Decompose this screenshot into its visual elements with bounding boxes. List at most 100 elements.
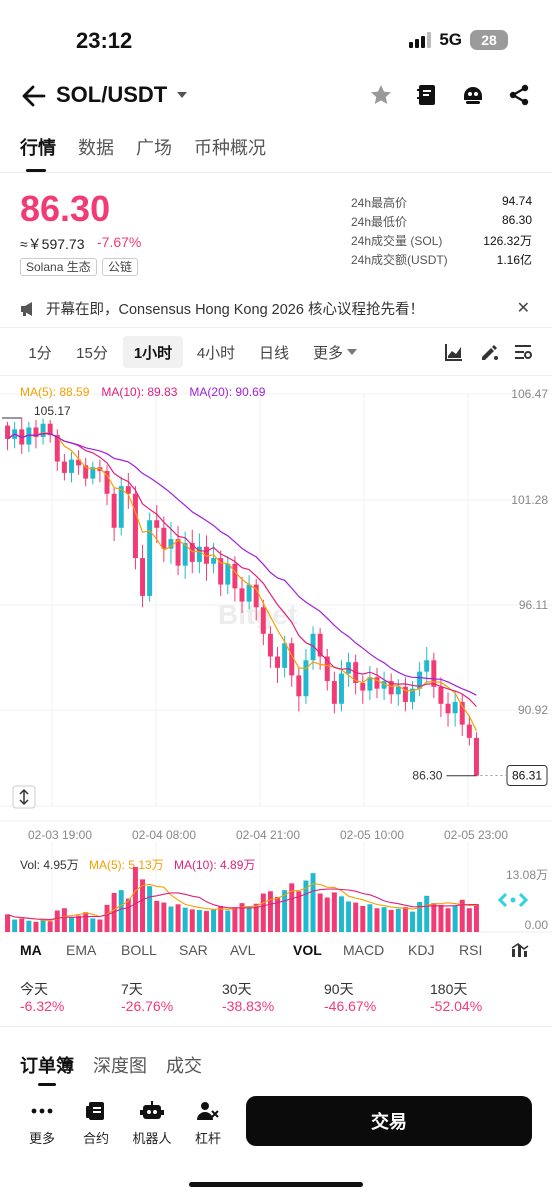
tag-chain[interactable]: 公链	[102, 258, 139, 276]
volume-bar	[132, 866, 138, 932]
chart-settings-icon[interactable]	[513, 342, 533, 362]
indicator-vol[interactable]: VOL	[293, 942, 322, 958]
volume-bar	[189, 909, 195, 932]
interval-more[interactable]: 更多	[308, 336, 362, 368]
volume-bar	[97, 919, 103, 932]
more-button[interactable]: 更多	[20, 1100, 64, 1147]
margin-button[interactable]: 杠杆	[186, 1100, 230, 1147]
indicator-macd[interactable]: MACD	[343, 942, 385, 958]
ma10-line	[7, 432, 477, 707]
tab-market[interactable]: 行情	[20, 134, 56, 172]
share-icon[interactable]	[506, 82, 532, 108]
indicator-sar[interactable]: SAR	[179, 942, 208, 958]
perf-label: 90天	[324, 981, 354, 997]
volume-bar	[83, 912, 89, 932]
candle-body	[218, 558, 224, 585]
candle-body	[140, 558, 146, 596]
chart-type-icon[interactable]	[444, 342, 464, 362]
candle-body	[147, 520, 153, 596]
volume-bar	[196, 909, 202, 932]
candle-body	[445, 703, 451, 714]
stat-value: 1.16亿	[496, 253, 532, 267]
tab-overview[interactable]: 币种概况	[194, 138, 266, 158]
chevron-down-icon	[177, 92, 188, 98]
volume-bar	[374, 908, 380, 932]
tab-orderbook[interactable]: 订单簿	[20, 1056, 74, 1076]
perf-value: -26.76%	[121, 998, 174, 1014]
pair-selector[interactable]: SOL/USDT	[56, 82, 188, 108]
candle-body	[402, 686, 408, 702]
scroll-latest-dot	[510, 897, 516, 903]
volume-bar	[289, 883, 295, 932]
interval-1m[interactable]: 1分	[28, 344, 52, 362]
stat-label: 24h最高价	[351, 196, 408, 210]
volume-bar	[410, 911, 415, 932]
tab-underline	[38, 1083, 56, 1086]
indicator-ema[interactable]: EMA	[66, 942, 97, 958]
indicator-ma[interactable]: MA	[20, 942, 42, 958]
divider	[0, 172, 552, 173]
volume-bar	[104, 904, 110, 932]
indicator-kdj[interactable]: KDJ	[408, 942, 435, 958]
perf-label: 今天	[20, 981, 48, 997]
star-icon[interactable]	[368, 82, 394, 108]
indicator-rsi[interactable]: RSI	[459, 942, 483, 958]
indicator-boll[interactable]: BOLL	[121, 942, 157, 958]
candle-body	[104, 471, 110, 494]
battery-icon: 28	[470, 30, 508, 50]
volume-bar	[218, 905, 224, 932]
draw-tool-icon[interactable]	[479, 342, 499, 362]
candle-body	[211, 558, 217, 564]
candle-body	[317, 633, 323, 657]
volume-bar	[118, 890, 124, 932]
vol-min-label: 0.00	[525, 918, 549, 932]
status-time: 23:12	[76, 28, 133, 53]
mascot-icon[interactable]	[460, 82, 486, 108]
bot-button[interactable]: 机器人	[130, 1100, 174, 1147]
home-indicator	[189, 1182, 363, 1187]
candle-body	[33, 427, 39, 437]
interval-1d[interactable]: 日线	[258, 344, 289, 362]
futures-button[interactable]: 合约	[74, 1100, 118, 1147]
x-tick-label: 02-05 10:00	[340, 828, 404, 842]
trade-button[interactable]: 交易	[246, 1096, 532, 1146]
volume-bar	[445, 908, 451, 932]
candle-body	[324, 656, 330, 682]
volume-bar	[147, 886, 153, 932]
candle-body	[239, 588, 245, 602]
last-price-box	[506, 765, 548, 787]
candle-body	[260, 607, 266, 634]
candle-body	[47, 423, 53, 436]
announcement-text: 开幕在即，Consensus Hong Kong 2026 核心议程抢先看！	[46, 302, 424, 318]
interval-15m[interactable]: 15分	[76, 344, 108, 362]
volume-bar	[431, 903, 437, 932]
candle-body	[346, 662, 352, 674]
indicator-avl[interactable]: AVL	[230, 942, 256, 958]
more-label: 更多	[28, 1131, 55, 1146]
robot-icon	[140, 1100, 164, 1122]
volume-bar	[303, 880, 309, 932]
back-arrow-icon[interactable]	[20, 82, 48, 110]
tab-square[interactable]: 广场	[136, 138, 172, 158]
close-icon[interactable]: ✕	[516, 300, 530, 317]
candle-body	[118, 486, 124, 528]
candle-body	[459, 701, 465, 725]
x-tick-label: 02-04 08:00	[132, 828, 196, 842]
tab-trades[interactable]: 成交	[166, 1056, 202, 1076]
notebook-icon[interactable]	[414, 82, 440, 108]
volume-bar	[54, 910, 60, 932]
candle-body	[154, 520, 160, 528]
indicator-settings-icon[interactable]	[510, 941, 530, 959]
candle-body	[267, 633, 273, 657]
tag-ecosystem[interactable]: Solana 生态	[20, 258, 97, 276]
last-price-label: 86.31	[512, 769, 542, 783]
interval-1h[interactable]: 1小时	[123, 336, 183, 368]
tab-depth[interactable]: 深度图	[93, 1056, 147, 1076]
announcement-bar[interactable]: 开幕在即，Consensus Hong Kong 2026 核心议程抢先看！	[20, 298, 424, 319]
tab-data[interactable]: 数据	[78, 138, 114, 158]
volume-bar	[338, 896, 344, 932]
candle-body	[83, 465, 89, 479]
interval-4h[interactable]: 4小时	[196, 344, 236, 362]
volume-bar	[260, 893, 266, 932]
